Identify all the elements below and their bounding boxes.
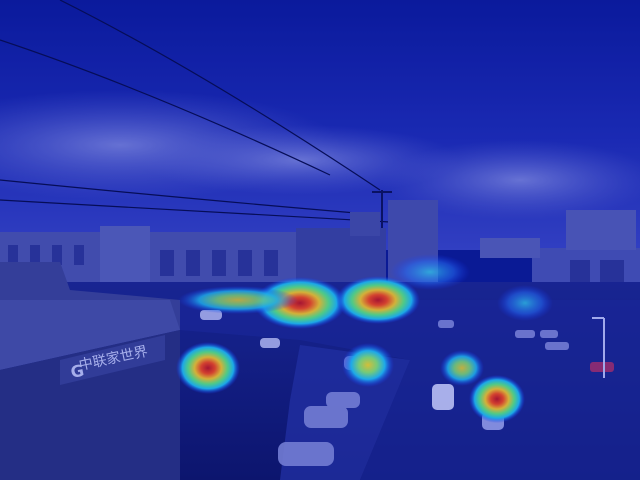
street-lamp <box>592 317 605 378</box>
heat-center <box>336 276 420 324</box>
left-building-logo: G <box>69 361 86 382</box>
heat-far-left-band <box>178 286 298 314</box>
heat-right-road <box>497 285 553 321</box>
cloud-band-2 <box>140 125 460 195</box>
heat-near-left <box>176 342 240 394</box>
cloud-band-3 <box>380 140 640 220</box>
heat-center-lower <box>342 343 394 387</box>
heat-right-lower <box>469 375 525 423</box>
road <box>180 300 640 480</box>
heat-right-mid <box>440 350 484 386</box>
left-low-building: 中联家世界 G <box>0 262 180 480</box>
heat-far-road <box>390 254 470 290</box>
power-lines <box>0 0 391 223</box>
heatmap-overlay <box>176 254 553 423</box>
cars <box>200 310 614 466</box>
